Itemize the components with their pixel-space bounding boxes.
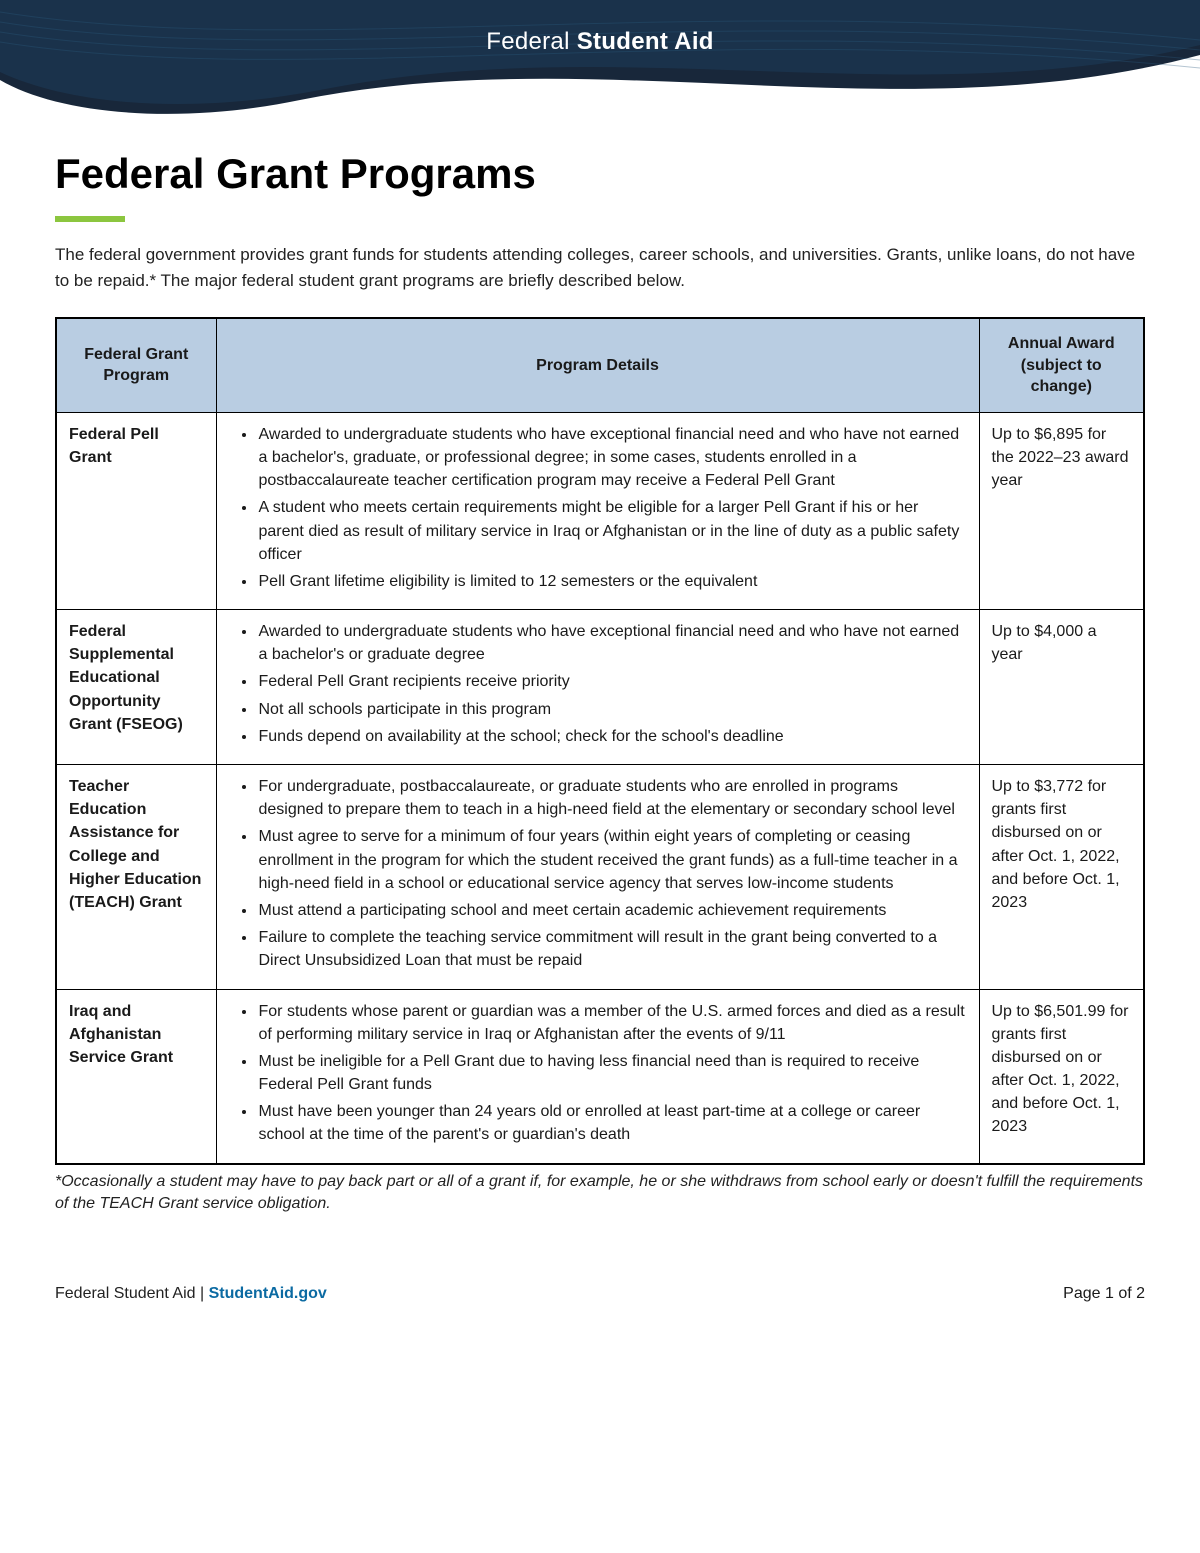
details-item: For undergraduate, postbaccalaureate, or…: [257, 775, 967, 821]
details-item: Must have been younger than 24 years old…: [257, 1100, 967, 1146]
cell-award: Up to $4,000 a year: [979, 610, 1144, 765]
cell-program: Federal Pell Grant: [56, 412, 216, 609]
details-item: Awarded to undergraduate students who ha…: [257, 423, 967, 493]
footer-brand: Federal Student Aid |: [55, 1285, 209, 1302]
details-list: For undergraduate, postbaccalaureate, or…: [229, 775, 967, 973]
table-row: Iraq and Afghanistan Service Grant For st…: [56, 989, 1144, 1164]
footer: Federal Student Aid | StudentAid.gov Pag…: [0, 1245, 1200, 1333]
table-head: Federal Grant Program Program Details An…: [56, 318, 1144, 412]
details-item: Funds depend on availability at the scho…: [257, 725, 967, 748]
cell-details: Awarded to undergraduate students who ha…: [216, 610, 979, 765]
details-item: Failure to complete the teaching service…: [257, 926, 967, 972]
table-body: Federal Pell Grant Awarded to undergradua…: [56, 412, 1144, 1163]
details-item: Must be ineligible for a Pell Grant due …: [257, 1050, 967, 1096]
details-item: Must agree to serve for a minimum of fou…: [257, 825, 967, 895]
cell-details: Awarded to undergraduate students who ha…: [216, 412, 979, 609]
page-title: Federal Grant Programs: [55, 150, 1145, 198]
col-header-program: Federal Grant Program: [56, 318, 216, 412]
cell-program: Teacher Education Assistance for College…: [56, 765, 216, 990]
footer-link[interactable]: StudentAid.gov: [209, 1285, 327, 1302]
details-item: Not all schools participate in this prog…: [257, 698, 967, 721]
intro-text: The federal government provides grant fu…: [55, 242, 1145, 293]
details-list: Awarded to undergraduate students who ha…: [229, 620, 967, 748]
cell-award: Up to $6,501.99 for grants first disburs…: [979, 989, 1144, 1164]
content: Federal Grant Programs The federal gover…: [0, 130, 1200, 1245]
details-list: For students whose parent or guardian wa…: [229, 1000, 967, 1147]
table-row: Federal Pell Grant Awarded to undergradua…: [56, 412, 1144, 609]
accent-bar: [55, 216, 125, 222]
details-list: Awarded to undergraduate students who ha…: [229, 423, 967, 593]
grant-table: Federal Grant Program Program Details An…: [55, 317, 1145, 1165]
cell-program: Iraq and Afghanistan Service Grant: [56, 989, 216, 1164]
brand-bold: Student Aid: [577, 28, 714, 55]
details-item: Pell Grant lifetime eligibility is limit…: [257, 570, 967, 593]
table-row: Teacher Education Assistance for College…: [56, 765, 1144, 990]
footnote: *Occasionally a student may have to pay …: [55, 1171, 1145, 1216]
cell-program: Federal Supplemental Educational Opportu…: [56, 610, 216, 765]
cell-award: Up to $6,895 for the 2022–23 award year: [979, 412, 1144, 609]
footer-page: Page 1 of 2: [1063, 1285, 1145, 1303]
col-header-details: Program Details: [216, 318, 979, 412]
table-header-row: Federal Grant Program Program Details An…: [56, 318, 1144, 412]
brand-light: Federal: [486, 28, 569, 55]
col-header-award: Annual Award (subject to change): [979, 318, 1144, 412]
cell-details: For students whose parent or guardian wa…: [216, 989, 979, 1164]
header-brand: Federal Student Aid: [0, 28, 1200, 56]
details-item: For students whose parent or guardian wa…: [257, 1000, 967, 1046]
details-item: Awarded to undergraduate students who ha…: [257, 620, 967, 666]
table-row: Federal Supplemental Educational Opportu…: [56, 610, 1144, 765]
header-wave-svg: [0, 0, 1200, 130]
footer-left: Federal Student Aid | StudentAid.gov: [55, 1285, 327, 1303]
details-item: Federal Pell Grant recipients receive pr…: [257, 670, 967, 693]
details-item: A student who meets certain requirements…: [257, 496, 967, 566]
cell-details: For undergraduate, postbaccalaureate, or…: [216, 765, 979, 990]
cell-award: Up to $3,772 for grants first disbursed …: [979, 765, 1144, 990]
details-item: Must attend a participating school and m…: [257, 899, 967, 922]
header-wave: Federal Student Aid: [0, 0, 1200, 130]
